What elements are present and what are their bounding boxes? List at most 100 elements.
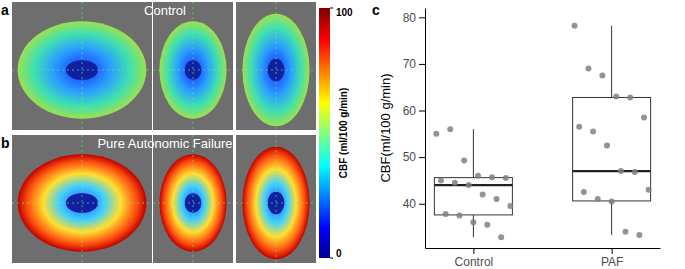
data-point — [475, 173, 481, 179]
box — [434, 178, 512, 215]
panel-label: a — [1, 2, 9, 18]
plot-marks — [433, 23, 651, 241]
colorbar: 0 100 CBF (ml/100 g/min) — [319, 7, 353, 259]
crosshair — [82, 2, 83, 130]
data-point — [632, 169, 638, 175]
crosshair — [12, 203, 152, 204]
data-point — [595, 196, 601, 202]
y-axis-line — [425, 9, 426, 249]
panel-title: Control — [144, 3, 186, 18]
y-tick: 50 — [403, 150, 425, 164]
image-background — [12, 2, 152, 130]
image-background — [236, 135, 316, 263]
data-point — [507, 203, 513, 209]
x-tick-label: Control — [455, 255, 494, 269]
box — [573, 97, 651, 200]
y-tick: 80 — [403, 11, 425, 25]
image-background — [153, 2, 233, 130]
figure: Control a Pure Autonomic Failure b 0 100 CBF (… — [0, 0, 685, 269]
data-point — [438, 177, 444, 183]
crosshair — [12, 70, 152, 71]
colorbar-tick — [330, 8, 333, 9]
crosshair — [276, 135, 277, 263]
data-point — [461, 157, 467, 163]
y-axis: 40 50 60 70 80 — [403, 9, 426, 249]
x-tick-label: PAF — [601, 255, 623, 269]
data-point — [498, 234, 504, 240]
data-point — [443, 211, 449, 217]
crosshair — [236, 70, 316, 71]
data-point — [609, 198, 615, 204]
image-background — [153, 135, 233, 263]
data-point — [484, 222, 490, 228]
data-point — [627, 94, 633, 100]
data-point — [576, 124, 582, 130]
x-tick-mark — [612, 248, 613, 254]
image-background — [12, 135, 152, 263]
crosshair — [153, 203, 233, 204]
panel-label: c — [372, 2, 380, 18]
box-plot: c 40 50 60 70 80 Control PAF CBF(ml/100 g/min) — [372, 2, 661, 269]
y-tick: 60 — [403, 104, 425, 118]
data-point — [489, 174, 495, 180]
image-background — [236, 2, 316, 130]
x-tick: Control — [455, 248, 494, 269]
data-point — [646, 187, 652, 193]
y-tick-label: 40 — [403, 197, 417, 211]
data-point — [433, 131, 439, 137]
colorbar-tick-label: 100 — [336, 7, 353, 18]
crosshair — [276, 2, 277, 130]
y-tick-label: 50 — [403, 150, 417, 164]
y-tick-mark — [419, 157, 425, 158]
whisker — [473, 215, 474, 237]
data-point — [604, 142, 610, 148]
x-tick: PAF — [601, 248, 623, 269]
data-point — [447, 126, 453, 132]
data-point — [618, 168, 624, 174]
median — [434, 184, 512, 186]
x-axis: Control PAF — [426, 248, 661, 269]
data-point — [590, 128, 596, 134]
data-point — [636, 232, 642, 238]
crosshair — [153, 70, 233, 71]
data-point — [452, 180, 458, 186]
y-tick: 70 — [403, 57, 425, 71]
x-axis-line — [426, 248, 661, 249]
data-point — [581, 189, 587, 195]
colorbar-tick-label: 0 — [336, 248, 342, 259]
panel-title: Pure Autonomic Failure — [97, 136, 232, 151]
data-point — [641, 115, 647, 121]
y-tick-label: 60 — [403, 104, 417, 118]
median — [573, 170, 651, 172]
y-tick: 40 — [403, 197, 425, 211]
y-axis-title: CBF(ml/100 g/min) — [378, 73, 393, 182]
data-point — [456, 212, 462, 218]
data-point — [466, 182, 472, 188]
data-point — [503, 175, 509, 181]
data-point — [623, 229, 629, 235]
image-panel: Pure Autonomic Failure b — [1, 135, 316, 263]
colorbar-title: CBF (ml/100 g/min) — [338, 88, 349, 179]
image-panel: Control a — [1, 2, 316, 130]
whisker — [611, 26, 612, 98]
y-tick-mark — [419, 204, 425, 205]
whisker — [473, 129, 474, 177]
crosshair — [193, 2, 194, 130]
colorbar-tick — [330, 258, 333, 259]
data-point — [572, 23, 578, 29]
x-tick-mark — [473, 248, 474, 254]
y-tick-mark — [419, 64, 425, 65]
data-point — [599, 73, 605, 79]
colorbar-ramp — [319, 8, 330, 258]
crosshair — [236, 203, 316, 204]
crosshair — [193, 135, 194, 263]
data-point — [470, 219, 476, 225]
data-point — [585, 66, 591, 72]
data-point — [480, 191, 486, 197]
data-point — [613, 94, 619, 100]
crosshair — [82, 135, 83, 263]
y-tick-mark — [419, 111, 425, 112]
y-tick-label: 80 — [403, 11, 417, 25]
panel-label: b — [1, 135, 10, 151]
y-tick-label: 70 — [403, 57, 417, 71]
